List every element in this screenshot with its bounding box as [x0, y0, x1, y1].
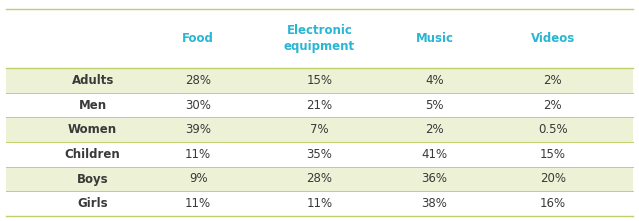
Text: 30%: 30% — [185, 99, 211, 112]
Bar — [6, 167, 633, 191]
Text: 2%: 2% — [543, 99, 562, 112]
Text: 11%: 11% — [307, 197, 332, 210]
Text: 28%: 28% — [307, 173, 332, 185]
Text: 5%: 5% — [426, 99, 443, 112]
Text: Girls: Girls — [77, 197, 108, 210]
Text: Adults: Adults — [72, 74, 114, 87]
Text: 39%: 39% — [185, 123, 211, 136]
Bar — [6, 117, 633, 142]
Text: 20%: 20% — [540, 173, 566, 185]
Text: 36%: 36% — [422, 173, 447, 185]
Text: 28%: 28% — [185, 74, 211, 87]
Text: 15%: 15% — [540, 148, 566, 161]
Text: 15%: 15% — [307, 74, 332, 87]
Text: 2%: 2% — [543, 74, 562, 87]
Text: 7%: 7% — [310, 123, 329, 136]
Text: Children: Children — [65, 148, 121, 161]
Text: 16%: 16% — [540, 197, 566, 210]
Text: 35%: 35% — [307, 148, 332, 161]
Text: 11%: 11% — [185, 197, 211, 210]
Text: 4%: 4% — [425, 74, 444, 87]
Text: 9%: 9% — [189, 173, 208, 185]
Text: 0.5%: 0.5% — [538, 123, 567, 136]
Bar — [6, 93, 633, 117]
Text: Electronic
equipment: Electronic equipment — [284, 24, 355, 53]
Text: Videos: Videos — [530, 32, 575, 45]
Text: 21%: 21% — [307, 99, 332, 112]
Text: Music: Music — [415, 32, 454, 45]
Bar — [6, 142, 633, 167]
Text: 41%: 41% — [422, 148, 447, 161]
Text: 38%: 38% — [422, 197, 447, 210]
Bar — [6, 68, 633, 93]
Text: Food: Food — [182, 32, 214, 45]
Text: 11%: 11% — [185, 148, 211, 161]
Text: Men: Men — [79, 99, 107, 112]
Bar — [6, 191, 633, 216]
Text: Boys: Boys — [77, 173, 109, 185]
Text: Women: Women — [68, 123, 117, 136]
Text: 2%: 2% — [425, 123, 444, 136]
